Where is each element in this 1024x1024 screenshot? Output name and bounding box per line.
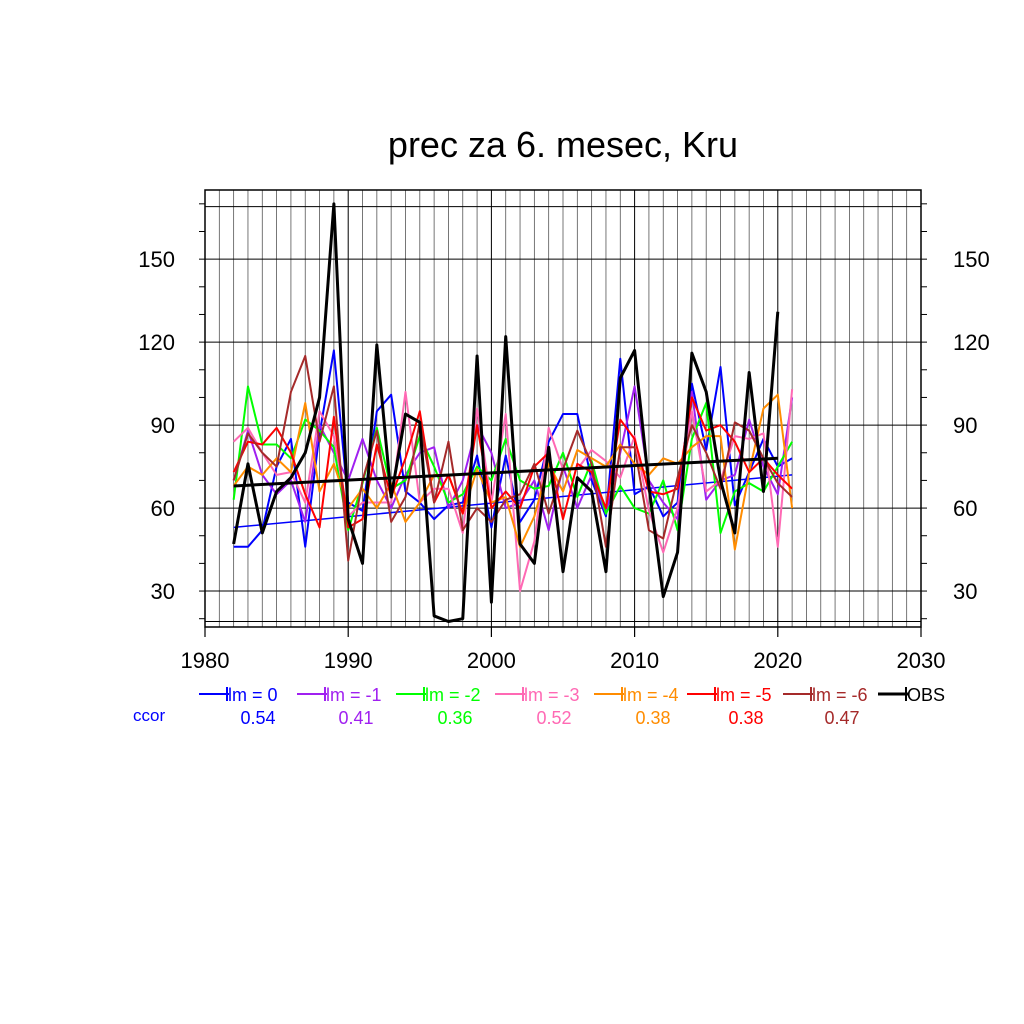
- plot-frame: [204, 189, 922, 628]
- legend-ccor-6: 0.47: [824, 708, 859, 728]
- legend-label-5: lm = -5: [716, 685, 772, 705]
- legend-label-7: OBS: [907, 685, 945, 705]
- y-tick-label-left: 90: [151, 413, 175, 438]
- legend-ccor-1: 0.41: [338, 708, 373, 728]
- x-tick-label: 2020: [753, 648, 802, 673]
- series-line-5: [232, 396, 793, 529]
- trend-line-7: [233, 456, 778, 488]
- y-tick-label-left: 60: [151, 496, 175, 521]
- legend-label-4: lm = -4: [623, 685, 679, 705]
- axes: 1980 1990 2000 2010 2020 2030 30 30 60 60 90 90 120 1…: [138, 203, 990, 673]
- y-tick-label-left: 30: [151, 579, 175, 604]
- legend-ccor-3: 0.52: [536, 708, 571, 728]
- x-tick-label: 2010: [610, 648, 659, 673]
- series-line-3: [232, 389, 794, 593]
- ccor-label: ccor: [133, 706, 165, 725]
- grid: [205, 190, 921, 627]
- legend-label-3: lm = -3: [524, 685, 580, 705]
- legend-label-1: lm = -1: [326, 685, 382, 705]
- x-tick-label: 1980: [181, 648, 230, 673]
- series-lines: [232, 202, 794, 623]
- y-tick-label-right: 150: [953, 247, 990, 272]
- y-tick-label-right: 120: [953, 330, 990, 355]
- series-line-0: [233, 349, 793, 548]
- x-tick-label: 2030: [897, 648, 946, 673]
- legend-label-6: lm = -6: [812, 685, 868, 705]
- y-tick-label-right: 30: [953, 579, 977, 604]
- x-tick-label: 1990: [324, 648, 373, 673]
- chart-title: prec za 6. mesec, Kru: [388, 124, 738, 165]
- legend-ccor-2: 0.36: [437, 708, 472, 728]
- y-tick-label-left: 150: [138, 247, 175, 272]
- y-tick-label-right: 90: [953, 413, 977, 438]
- legend-ccor-5: 0.38: [728, 708, 763, 728]
- legend-label-2: lm = -2: [425, 685, 481, 705]
- series-line-7: [232, 202, 780, 623]
- y-tick-label-right: 60: [953, 496, 977, 521]
- series-line-6: [232, 354, 793, 562]
- legend: ccor lm = 0 0.54 lm = -1 0.41 lm = -2 0.36 lm =…: [133, 685, 945, 728]
- legend-label-0: lm = 0: [228, 685, 278, 705]
- x-tick-label: 2000: [467, 648, 516, 673]
- y-tick-label-left: 120: [138, 330, 175, 355]
- legend-ccor-4: 0.38: [635, 708, 670, 728]
- legend-ccor-0: 0.54: [240, 708, 275, 728]
